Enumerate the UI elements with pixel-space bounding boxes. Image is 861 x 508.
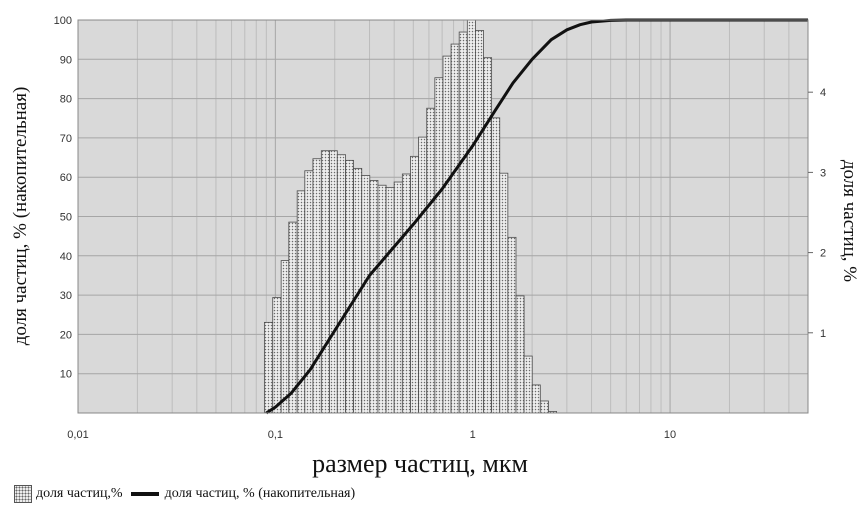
histogram-bar [329, 150, 338, 414]
histogram-bar [523, 355, 533, 414]
histogram-bar [410, 155, 420, 414]
histogram-bar [288, 221, 298, 414]
histogram-bar [320, 150, 330, 414]
y-left-tick-label: 80 [60, 94, 72, 106]
y-left-tick-label: 40 [60, 251, 72, 263]
cumulative-line [265, 18, 808, 415]
histogram-bar [499, 172, 509, 414]
histogram-bar [377, 184, 387, 414]
histogram-bar [475, 30, 484, 414]
histogram-bar [369, 180, 379, 414]
tick-labels: 10 20 30 40 50 60 70 80 90 100 1 2 3 4 0,01 0,1 1 10 [54, 15, 826, 441]
y-left-tick-label: 10 [60, 369, 72, 381]
x-tick-label: 1 [470, 429, 476, 441]
y-right-tick-label: 2 [820, 248, 826, 260]
y-left-tick-label: 50 [60, 212, 72, 224]
histogram-bar [507, 236, 517, 414]
legend-line-label: доля частиц, % (накопительная) [164, 486, 356, 501]
histogram-bar [418, 136, 428, 414]
histogram-bar [336, 154, 347, 414]
y-right-tick-label: 4 [820, 87, 826, 99]
histogram-bar [458, 31, 468, 414]
legend-line-swatch [130, 492, 159, 496]
histogram-bar [312, 158, 322, 414]
x-tick-label: 0,01 [67, 429, 88, 441]
histogram-bar [531, 384, 541, 414]
histogram-bar [434, 77, 444, 414]
histogram-bar [280, 260, 290, 414]
histogram-bar [466, 19, 476, 414]
x-tick-label: 0,1 [268, 429, 283, 441]
histogram-bar [385, 187, 395, 414]
y-left-tick-label: 100 [54, 15, 72, 27]
legend-bar-label: доля частиц,% [36, 486, 123, 501]
histogram-bar [263, 321, 274, 414]
histogram-bar [450, 43, 460, 414]
histogram-bar [361, 175, 371, 414]
histogram-bar [401, 173, 411, 414]
histogram-bar [515, 295, 525, 414]
legend-bar-swatch [14, 485, 32, 503]
y-right-tick-label: 3 [820, 167, 826, 179]
histogram-bar [393, 181, 403, 414]
histogram-bar [272, 297, 282, 414]
legend: доля частиц,% доля частиц, % (накопитель… [14, 484, 355, 504]
x-tick-label: 10 [664, 429, 676, 441]
x-axis-title: размер частиц, мкм [312, 449, 528, 478]
y-left-tick-label: 70 [60, 133, 72, 145]
histogram-bar [442, 55, 452, 414]
y-left-tick-label: 30 [60, 290, 72, 302]
y-left-tick-label: 60 [60, 172, 72, 184]
plot-frame [77, 19, 809, 414]
y-left-tick-label: 20 [60, 329, 72, 341]
y-right-axis-title: доля частиц, % [839, 160, 860, 282]
histogram-bar [491, 117, 501, 414]
y-left-axis-title: доля частиц, % (накопительная) [10, 87, 31, 346]
y-right-tick-label: 1 [820, 328, 826, 340]
y-left-tick-label: 90 [60, 54, 72, 66]
histogram-bar [483, 57, 493, 414]
histogram-bar [539, 400, 549, 414]
histogram-bar [426, 107, 436, 414]
histogram-bar [345, 159, 354, 414]
histogram-bars [263, 19, 557, 414]
